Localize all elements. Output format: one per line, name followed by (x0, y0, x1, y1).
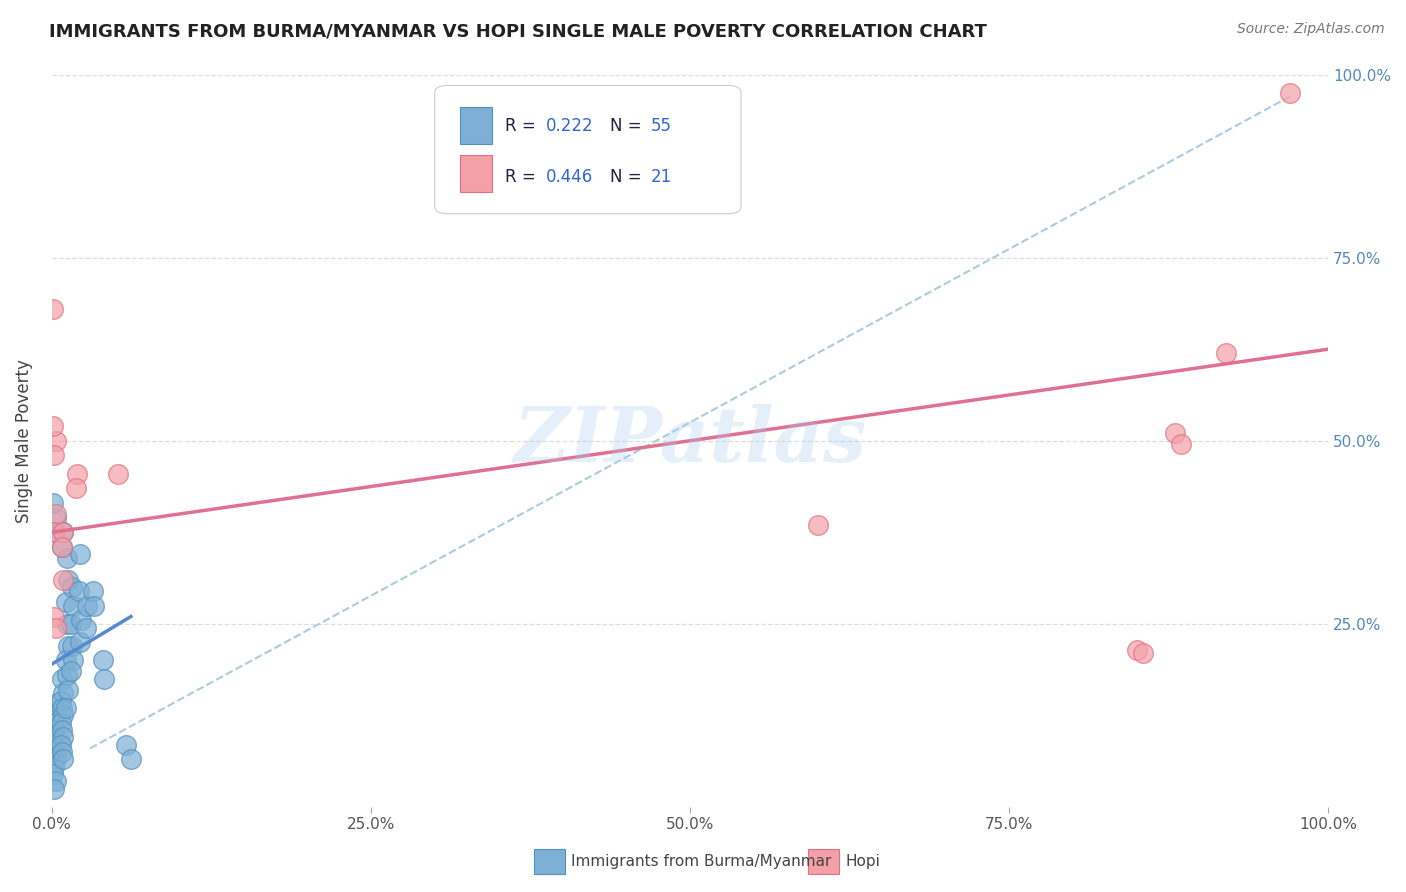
Point (45, 510, 67, 524)
Point (66, 467, 89, 481)
Point (51, 701, 73, 715)
Point (1164, 426, 1187, 441)
Point (44, 738, 66, 752)
Text: 21: 21 (651, 168, 672, 186)
Point (44, 525, 66, 540)
Point (65, 481, 87, 495)
Point (42, 731, 65, 745)
Point (52, 525, 75, 540)
Point (91, 653, 114, 667)
Point (51, 745, 73, 759)
Point (44, 609, 66, 624)
Point (69, 635, 91, 649)
Point (1170, 437, 1192, 451)
Point (62, 653, 84, 667)
Text: Hopi: Hopi (845, 855, 880, 869)
Point (42, 419, 65, 434)
Text: IMMIGRANTS FROM BURMA/MYANMAR VS HOPI SINGLE MALE POVERTY CORRELATION CHART: IMMIGRANTS FROM BURMA/MYANMAR VS HOPI SI… (49, 22, 987, 40)
Point (51, 540, 73, 554)
Point (56, 550, 79, 565)
Point (55, 653, 77, 667)
Text: 55: 55 (651, 117, 672, 135)
Point (82, 583, 104, 598)
Point (75, 621, 97, 635)
FancyBboxPatch shape (460, 107, 492, 145)
Point (59, 616, 82, 631)
Text: 0.446: 0.446 (546, 168, 593, 186)
Point (45, 507, 67, 521)
Point (44, 781, 66, 796)
Point (49, 715, 72, 730)
Point (44, 698, 66, 712)
Point (42, 301, 65, 316)
Point (107, 467, 129, 481)
Point (1215, 346, 1237, 360)
Point (52, 573, 75, 587)
Point (42, 767, 65, 781)
Point (1278, 86, 1301, 100)
Point (42, 496, 65, 510)
FancyBboxPatch shape (434, 86, 741, 214)
Point (45, 434, 67, 448)
Point (806, 518, 828, 533)
Point (120, 752, 142, 766)
Point (56, 616, 79, 631)
Point (62, 599, 84, 613)
Point (1125, 642, 1147, 657)
Point (1132, 646, 1154, 660)
Point (51, 672, 73, 686)
Text: N =: N = (610, 168, 647, 186)
Point (58, 682, 80, 697)
Y-axis label: Single Male Poverty: Single Male Poverty (15, 359, 32, 523)
Point (52, 708, 75, 723)
Text: ZIPatlas: ZIPatlas (513, 404, 866, 478)
Point (70, 613, 93, 627)
Point (69, 547, 91, 561)
Point (45, 752, 67, 766)
Text: N =: N = (610, 117, 647, 135)
Point (42, 745, 65, 759)
Point (45, 621, 67, 635)
Point (45, 774, 67, 789)
Point (51, 723, 73, 737)
Point (45, 715, 67, 730)
Point (83, 599, 105, 613)
Point (76, 599, 98, 613)
Text: 0.222: 0.222 (546, 117, 593, 135)
Point (52, 686, 75, 700)
Point (55, 701, 77, 715)
Point (58, 639, 80, 653)
Point (114, 738, 136, 752)
Point (44, 525, 66, 540)
Point (56, 668, 79, 682)
Text: Immigrants from Burma/Myanmar: Immigrants from Burma/Myanmar (571, 855, 831, 869)
Point (49, 738, 72, 752)
Point (60, 580, 83, 594)
Point (93, 672, 115, 686)
Text: R =: R = (505, 168, 541, 186)
Point (59, 665, 82, 679)
Point (52, 525, 75, 540)
Point (49, 694, 72, 708)
Text: Source: ZipAtlas.com: Source: ZipAtlas.com (1237, 22, 1385, 37)
Point (44, 449, 66, 463)
Point (67, 583, 90, 598)
Point (44, 723, 66, 737)
Point (60, 639, 83, 653)
Point (51, 540, 73, 554)
Point (55, 595, 77, 609)
Point (44, 760, 66, 774)
Point (52, 752, 75, 766)
Text: R =: R = (505, 117, 541, 135)
FancyBboxPatch shape (460, 155, 492, 192)
Point (52, 731, 75, 745)
Point (58, 573, 80, 587)
Point (42, 712, 65, 726)
